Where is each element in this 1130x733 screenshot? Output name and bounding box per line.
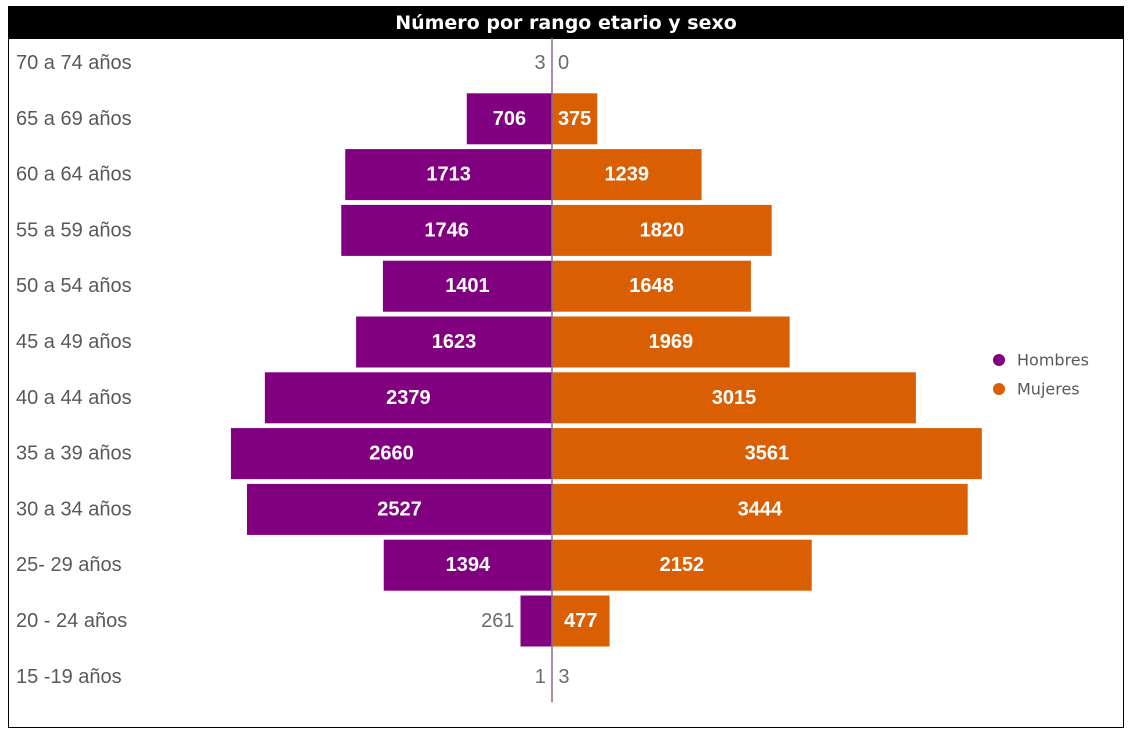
- data-label-mujeres: 1648: [629, 275, 674, 297]
- data-label-hombres: 1713: [426, 164, 471, 186]
- data-label-hombres: 1: [535, 666, 546, 688]
- bar-mujeres: [552, 483, 968, 535]
- bar-hombres: [264, 372, 552, 424]
- data-label-mujeres: 3015: [712, 387, 757, 409]
- category-label: 40 a 44 años: [16, 387, 132, 409]
- bar-hombres: [520, 595, 552, 647]
- data-label-mujeres: 375: [558, 108, 591, 130]
- data-label-mujeres: 1239: [605, 164, 650, 186]
- category-label: 70 a 74 años: [16, 52, 132, 74]
- legend-marker-hombres: [993, 354, 1005, 366]
- chart-title: Número por rango etario y sexo: [9, 7, 1123, 39]
- bar-hombres: [383, 539, 552, 591]
- bar-hombres: [230, 428, 553, 480]
- bar-mujeres: [552, 428, 982, 480]
- data-label-mujeres: 3: [558, 666, 569, 688]
- data-label-hombres: 1394: [446, 554, 491, 576]
- bar-hombres: [382, 260, 552, 312]
- data-label-mujeres: 2152: [660, 554, 705, 576]
- data-label-hombres: 706: [493, 108, 526, 130]
- bar-mujeres: [552, 260, 751, 312]
- legend-label-hombres: Hombres: [1017, 351, 1089, 370]
- category-label: 55 a 59 años: [16, 219, 132, 241]
- category-label: 65 a 69 años: [16, 108, 132, 130]
- data-label-hombres: 1746: [424, 219, 469, 241]
- bar-mujeres: [552, 204, 772, 256]
- data-label-hombres: 3: [535, 52, 546, 74]
- category-label: 25- 29 años: [16, 554, 122, 576]
- bar-mujeres: [552, 93, 598, 145]
- bar-hombres: [345, 149, 552, 201]
- data-label-mujeres: 477: [564, 610, 597, 632]
- bar-hombres: [356, 316, 552, 368]
- category-label: 35 a 39 años: [16, 443, 132, 465]
- bar-hombres: [341, 204, 552, 256]
- bar-hombres: [246, 483, 553, 535]
- data-label-mujeres: 1969: [649, 331, 694, 353]
- bar-mujeres: [552, 372, 916, 424]
- category-label: 20 - 24 años: [16, 610, 127, 632]
- data-label-mujeres: 1820: [640, 219, 685, 241]
- bar-mujeres: [552, 149, 702, 201]
- bar-mujeres: [552, 595, 610, 647]
- category-label: 50 a 54 años: [16, 275, 132, 297]
- data-label-hombres: 2527: [377, 498, 422, 520]
- bar-mujeres: [552, 316, 790, 368]
- legend-label-mujeres: Mujeres: [1017, 380, 1080, 399]
- data-label-hombres: 1401: [445, 275, 490, 297]
- category-label: 30 a 34 años: [16, 498, 132, 520]
- data-label-mujeres: 3444: [738, 498, 783, 520]
- category-label: 45 a 49 años: [16, 331, 132, 353]
- data-label-mujeres: 0: [558, 52, 569, 74]
- bar-hombres: [466, 93, 552, 145]
- data-label-hombres: 2379: [386, 387, 431, 409]
- data-label-hombres: 1623: [432, 331, 477, 353]
- data-label-hombres: 261: [481, 610, 514, 632]
- category-label: 15 -19 años: [16, 666, 122, 688]
- data-label-mujeres: 3561: [745, 443, 790, 465]
- legend-marker-mujeres: [993, 383, 1005, 395]
- bar-mujeres: [552, 539, 812, 591]
- data-label-hombres: 2660: [369, 443, 414, 465]
- category-label: 60 a 64 años: [16, 164, 132, 186]
